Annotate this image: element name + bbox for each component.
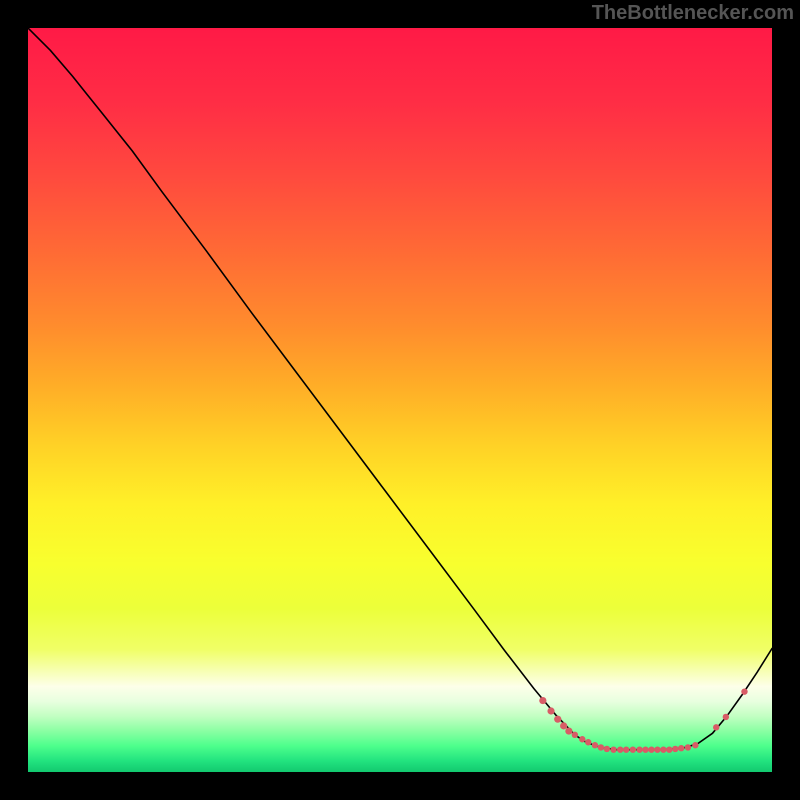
curve-marker bbox=[560, 722, 567, 729]
curve-marker bbox=[598, 744, 604, 750]
chart-panel bbox=[28, 28, 772, 772]
curve-marker bbox=[654, 746, 660, 752]
curve-marker bbox=[642, 746, 648, 752]
curve-marker bbox=[572, 732, 578, 738]
curve-marker bbox=[648, 746, 654, 752]
curve-marker bbox=[539, 697, 546, 704]
curve-marker bbox=[554, 716, 561, 723]
curve-marker bbox=[617, 746, 623, 752]
curve-marker bbox=[610, 746, 616, 752]
chart-container: TheBottlenecker.com bbox=[0, 0, 800, 800]
curve-marker bbox=[678, 745, 684, 751]
curve-marker bbox=[579, 736, 585, 742]
curve-marker bbox=[692, 742, 698, 748]
curve-marker bbox=[604, 746, 610, 752]
curve-marker bbox=[723, 714, 729, 720]
curve-marker bbox=[547, 707, 554, 714]
curve-marker bbox=[592, 742, 598, 748]
bottleneck-curve-chart bbox=[28, 28, 772, 772]
curve-marker bbox=[672, 746, 678, 752]
curve-marker bbox=[666, 746, 672, 752]
curve-marker bbox=[623, 746, 629, 752]
curve-marker bbox=[685, 744, 691, 750]
curve-marker bbox=[660, 746, 666, 752]
curve-marker bbox=[585, 739, 591, 745]
curve-marker bbox=[630, 746, 636, 752]
curve-marker bbox=[741, 688, 747, 694]
watermark-text: TheBottlenecker.com bbox=[592, 2, 794, 25]
chart-background bbox=[28, 28, 772, 772]
curve-marker bbox=[636, 746, 642, 752]
curve-marker bbox=[713, 724, 719, 730]
curve-marker bbox=[565, 727, 572, 734]
